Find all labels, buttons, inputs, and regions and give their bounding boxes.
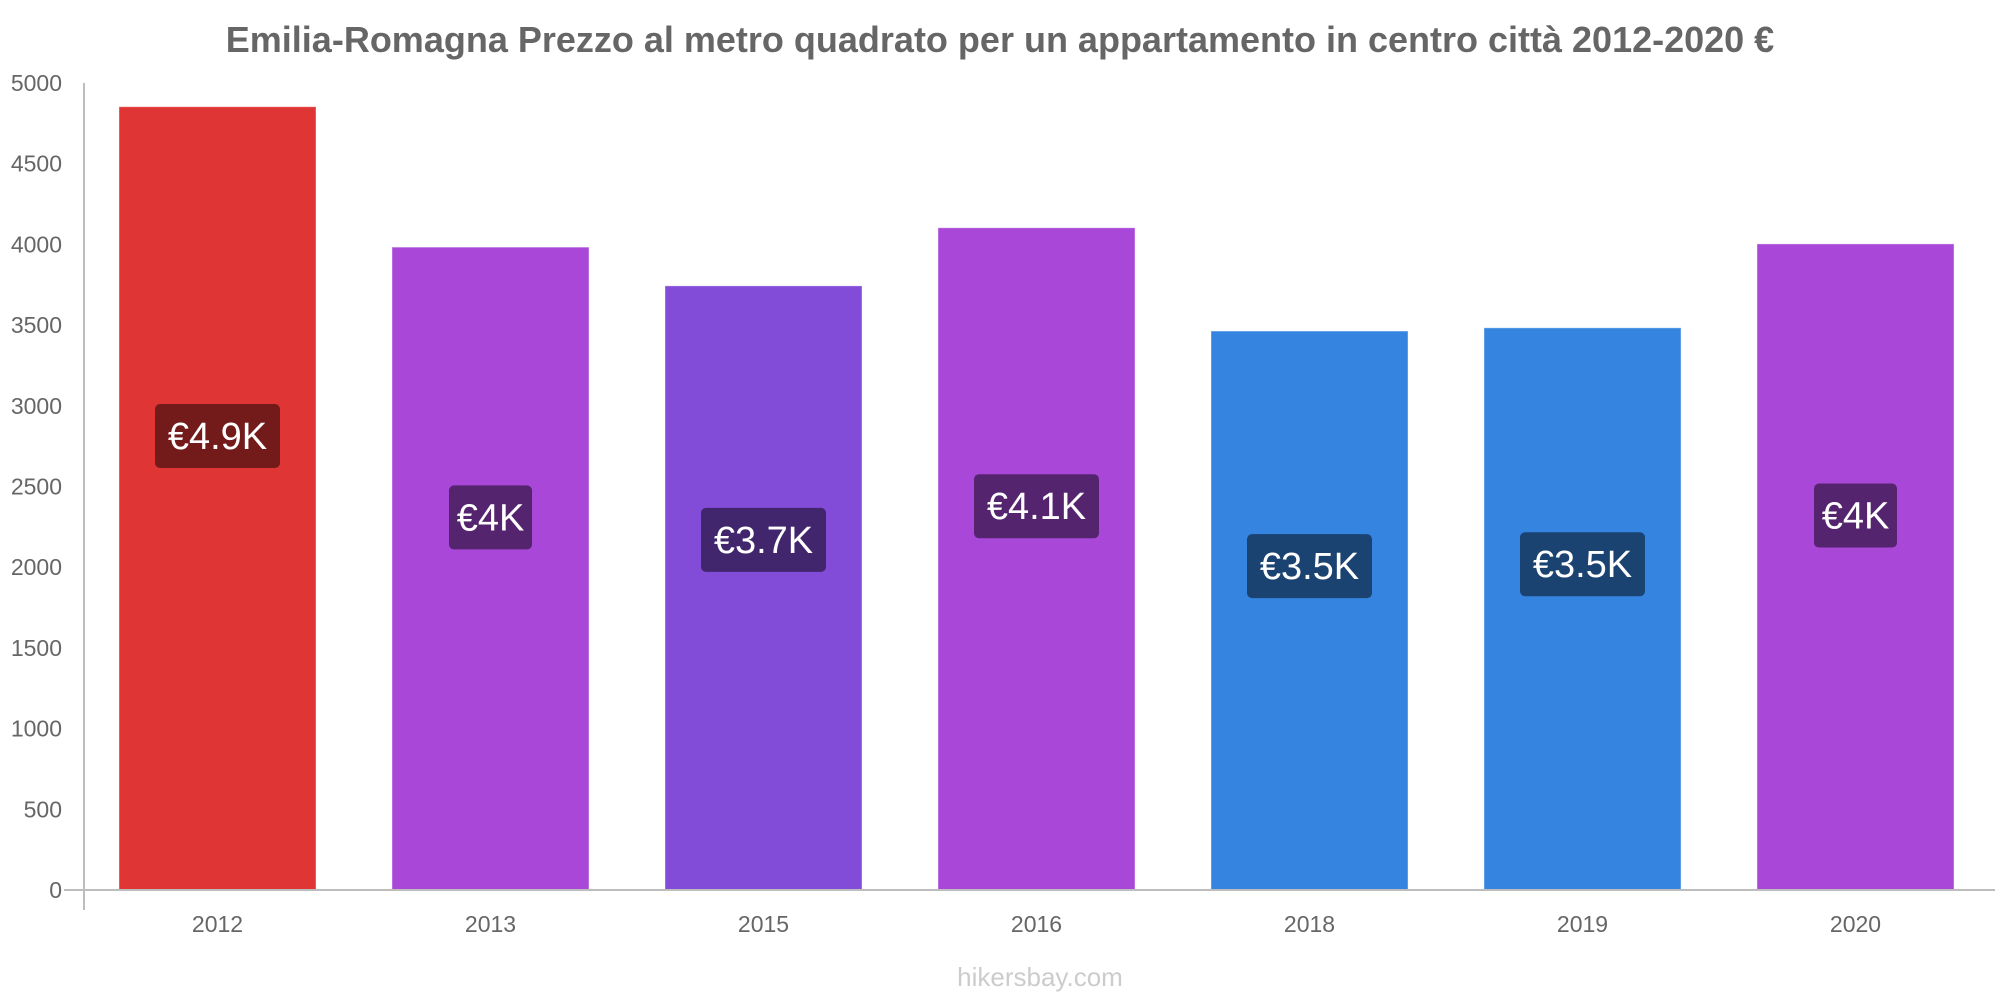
- bars: €4.9K €4K €3.7K €4.1K €3.5K €3.5K €4K: [119, 106, 1954, 891]
- y-tick-label: 3500: [11, 312, 62, 338]
- y-tick-label: 3000: [11, 393, 62, 419]
- x-tick-label: 2013: [465, 911, 516, 937]
- data-label-background: [974, 474, 1099, 539]
- x-tick-label: 2020: [1830, 911, 1881, 937]
- bar-2016: [938, 227, 1135, 891]
- y-tick-label: 2000: [11, 554, 62, 580]
- data-label-background: [1520, 532, 1645, 597]
- bar-2020: [1757, 243, 1954, 891]
- chart-title: Emilia-Romagna Prezzo al metro quadrato …: [226, 19, 1774, 60]
- bar-2015: [665, 285, 862, 891]
- x-axis: 2012 2013 2015 2016 2018 2019 2020: [84, 889, 1995, 937]
- data-label: €4.9K: [168, 416, 267, 458]
- y-tick-label: 4000: [11, 231, 62, 257]
- bar-group-2018: €3.5K: [1211, 331, 1408, 891]
- y-axis: 0 500 1000 1500 2000 2500 3000 3500 4000 4500 5000: [11, 70, 85, 910]
- x-tick-label: 2018: [1284, 911, 1335, 937]
- bar-2018: [1211, 331, 1408, 891]
- data-label-background: [1247, 534, 1372, 599]
- y-tick-label: 1500: [11, 635, 62, 661]
- y-tick-label: 0: [49, 877, 62, 903]
- data-label: €3.5K: [1260, 546, 1359, 588]
- source-watermark: hikersbay.com: [957, 962, 1123, 992]
- data-label: €4K: [1822, 496, 1890, 538]
- bar-2019: [1484, 327, 1681, 891]
- x-tick-label: 2016: [1011, 911, 1062, 937]
- data-label-background: [701, 507, 826, 572]
- data-label-background: [449, 485, 532, 550]
- bar-group-2019: €3.5K: [1484, 327, 1681, 891]
- x-tick-label: 2015: [738, 911, 789, 937]
- x-tick-label: 2019: [1557, 911, 1608, 937]
- bar-group-2020: €4K: [1757, 243, 1954, 891]
- y-tick-label: 2500: [11, 474, 62, 500]
- bar-group-2012: €4.9K: [119, 106, 316, 891]
- data-label: €3.5K: [1533, 544, 1632, 586]
- y-tick-label: 5000: [11, 70, 62, 96]
- data-label-background: [1814, 483, 1897, 548]
- data-label: €4K: [457, 497, 525, 539]
- bar-2012: [119, 106, 316, 891]
- bar-2013: [392, 247, 589, 891]
- y-tick-label: 1000: [11, 716, 62, 742]
- data-label-background: [155, 403, 280, 468]
- bar-group-2015: €3.7K: [665, 285, 862, 891]
- bar-group-2016: €4.1K: [938, 227, 1135, 891]
- bar-group-2013: €4K: [392, 247, 589, 891]
- data-label: €3.7K: [714, 520, 813, 562]
- y-tick-label: 4500: [11, 151, 62, 177]
- y-tick-label: 500: [24, 796, 62, 822]
- data-label: €4.1K: [987, 486, 1086, 528]
- x-tick-label: 2012: [192, 911, 243, 937]
